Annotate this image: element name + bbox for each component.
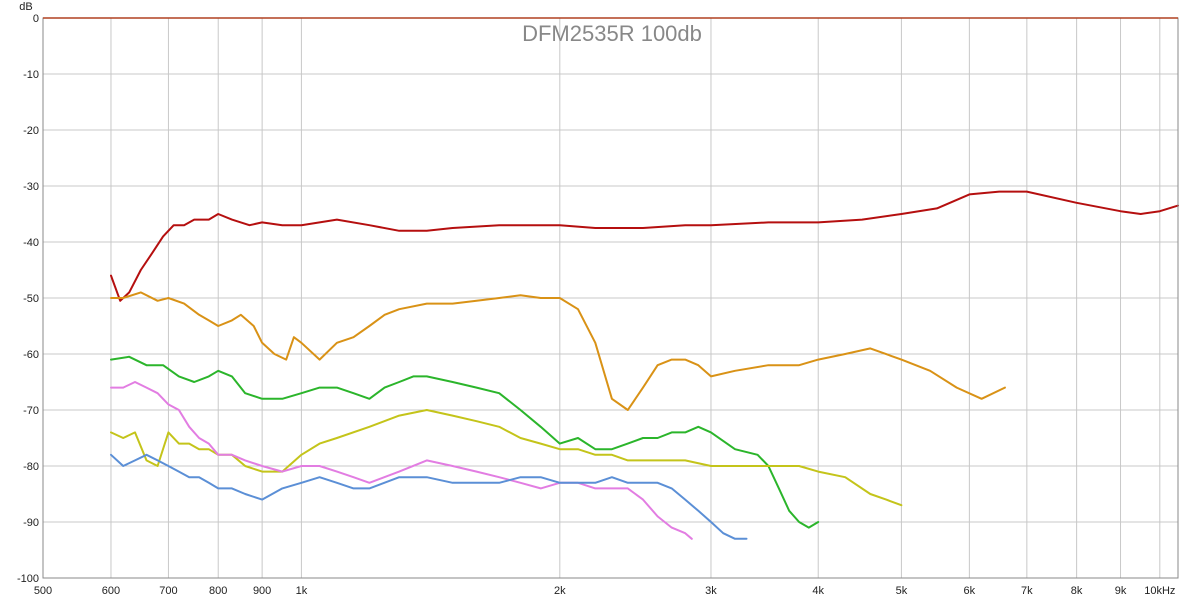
x-tick-label: 500 <box>34 585 52 597</box>
y-tick-label: -90 <box>23 517 39 529</box>
y-tick-label: -100 <box>17 573 39 585</box>
chart-title: DFM2535R 100db <box>522 21 702 46</box>
y-tick-label: -80 <box>23 461 39 473</box>
series-line-4 <box>110 409 903 507</box>
y-axis-unit-label: dB <box>19 1 32 13</box>
y-tick-label: -20 <box>23 125 39 137</box>
y-tick-label: -70 <box>23 405 39 417</box>
x-tick-label: 2k <box>554 585 566 597</box>
y-tick-label: -30 <box>23 181 39 193</box>
plot-frame <box>42 17 1179 579</box>
x-tick-label: 7k <box>1021 585 1033 597</box>
y-tick-label: -60 <box>23 349 39 361</box>
series-line-6 <box>110 453 748 540</box>
x-tick-label: 4k <box>812 585 824 597</box>
x-tick-label: 1k <box>296 585 308 597</box>
series-line-3 <box>110 355 820 529</box>
grid-layer <box>43 18 1178 578</box>
x-axis-ticks: 500 600 700 800 900 1k 2k 3k 4k 5k 6k 7k 8k 9k 10kHz <box>34 585 1176 597</box>
x-tick-label: 8k <box>1071 585 1083 597</box>
y-tick-label: -40 <box>23 237 39 249</box>
y-tick-label: -50 <box>23 293 39 305</box>
series-layer <box>110 190 1179 540</box>
y-tick-label: 0 <box>33 13 39 25</box>
x-tick-label: 9k <box>1115 585 1127 597</box>
x-tick-label: 700 <box>159 585 177 597</box>
x-tick-label: 900 <box>253 585 271 597</box>
x-tick-label: 10kHz <box>1144 585 1175 597</box>
x-tick-label: 800 <box>209 585 227 597</box>
x-tick-label: 3k <box>705 585 717 597</box>
x-tick-label: 600 <box>102 585 120 597</box>
x-tick-label: 6k <box>964 585 976 597</box>
series-line-1 <box>110 190 1179 302</box>
series-line-5 <box>110 381 693 540</box>
y-axis-ticks: 0 -10 -20 -30 -40 -50 -60 -70 -80 -90 -100 <box>17 13 39 585</box>
series-line-2 <box>110 291 1006 411</box>
x-tick-label: 5k <box>896 585 908 597</box>
y-tick-label: -10 <box>23 69 39 81</box>
